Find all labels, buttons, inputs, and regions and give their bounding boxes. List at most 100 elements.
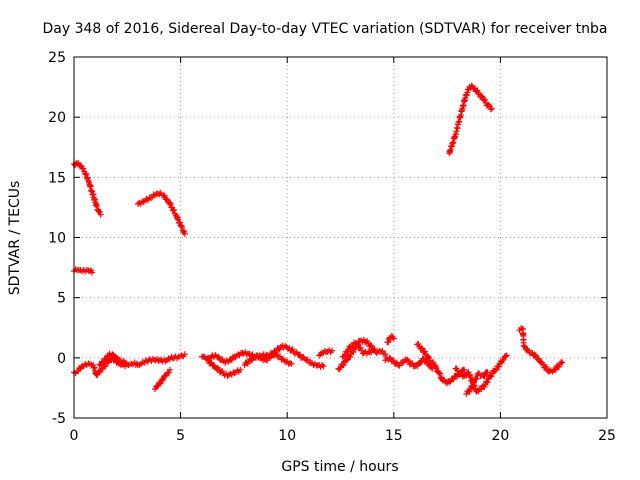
data-point-dense bbox=[136, 199, 143, 206]
y-tick-label: 10 bbox=[48, 231, 66, 247]
data-point-dense bbox=[535, 355, 542, 362]
data-point-dense bbox=[396, 362, 403, 369]
data-point-dense bbox=[228, 357, 235, 364]
data-point-dense bbox=[430, 359, 437, 366]
chart-title: Day 348 of 2016, Sidereal Day-to-day VTE… bbox=[42, 21, 607, 37]
data-point-dense bbox=[385, 339, 392, 346]
data-point-dense bbox=[493, 366, 500, 373]
data-point-dense bbox=[379, 348, 386, 355]
data-point-dense bbox=[425, 353, 432, 360]
data-point-dense bbox=[103, 356, 110, 363]
data-point bbox=[288, 360, 295, 367]
grid bbox=[74, 57, 607, 418]
data-point bbox=[386, 354, 393, 361]
data-point-dense bbox=[421, 348, 428, 355]
y-tick-label: 20 bbox=[48, 110, 66, 126]
data-point-dense bbox=[415, 340, 422, 347]
data-point-dense bbox=[161, 192, 168, 199]
data-point-dense bbox=[344, 349, 351, 356]
data-point bbox=[237, 366, 244, 373]
data-point-dense bbox=[150, 191, 157, 198]
data-point bbox=[503, 352, 510, 359]
data-point-dense bbox=[162, 372, 169, 379]
data-point bbox=[488, 105, 495, 112]
data-point-dense bbox=[471, 379, 478, 386]
data-point-dense bbox=[80, 165, 87, 172]
data-point-dense bbox=[178, 223, 185, 230]
data-point-dense bbox=[208, 359, 215, 366]
data-point-dense bbox=[502, 353, 509, 360]
data-point bbox=[109, 351, 116, 358]
data-point-dense bbox=[112, 353, 119, 360]
data-point-dense bbox=[167, 201, 174, 208]
data-point-dense bbox=[102, 363, 109, 370]
y-tick-label: 0 bbox=[57, 351, 66, 367]
data-point-dense bbox=[446, 379, 453, 386]
data-point-dense bbox=[404, 356, 411, 363]
data-point-dense bbox=[152, 357, 159, 364]
data-point-dense bbox=[304, 356, 311, 363]
data-point-dense bbox=[433, 365, 440, 372]
data-point-dense bbox=[409, 360, 416, 367]
data-point-dense bbox=[531, 351, 538, 358]
data-point-dense bbox=[165, 369, 172, 376]
x-tick-label: 20 bbox=[491, 428, 509, 444]
data-point bbox=[484, 369, 491, 376]
data-point-dense bbox=[454, 367, 461, 374]
data-point bbox=[520, 342, 527, 349]
data-point-dense bbox=[181, 228, 188, 235]
data-point-dense bbox=[220, 358, 227, 365]
data-point-dense bbox=[173, 215, 180, 222]
data-point-dense bbox=[466, 388, 473, 395]
data-point bbox=[390, 335, 397, 342]
data-point-dense bbox=[482, 96, 489, 103]
y-tick-label: 25 bbox=[48, 50, 66, 66]
x-axis-label: GPS time / hours bbox=[281, 459, 398, 475]
data-point-dense bbox=[175, 216, 182, 223]
y-tick-label: -5 bbox=[52, 411, 66, 427]
data-point-dense bbox=[496, 363, 503, 370]
data-point-dense bbox=[104, 353, 111, 360]
data-point bbox=[181, 230, 188, 237]
y-tick-label: 15 bbox=[48, 170, 66, 186]
data-point-dense bbox=[347, 353, 354, 360]
data-point-dense bbox=[450, 376, 457, 383]
data-point-dense bbox=[215, 353, 222, 360]
data-point bbox=[166, 366, 173, 373]
x-tick-label: 10 bbox=[278, 428, 296, 444]
data-point bbox=[369, 347, 376, 354]
data-point bbox=[320, 363, 327, 370]
data-point bbox=[328, 347, 335, 354]
data-point-dense bbox=[481, 373, 488, 380]
data-point bbox=[382, 351, 389, 358]
data-point bbox=[122, 359, 129, 366]
x-tick-label: 0 bbox=[70, 428, 79, 444]
data-point-dense bbox=[423, 358, 430, 365]
data-point-dense bbox=[500, 356, 507, 363]
data-point bbox=[97, 211, 104, 218]
data-point-dense bbox=[354, 341, 361, 348]
data-point-dense bbox=[417, 359, 424, 366]
data-point-dense bbox=[485, 101, 492, 108]
x-tick-label: 15 bbox=[385, 428, 403, 444]
data-point bbox=[461, 366, 468, 373]
data-point bbox=[89, 269, 96, 276]
data-point-dense bbox=[543, 363, 550, 370]
data-point-dense bbox=[357, 344, 364, 351]
data-point bbox=[156, 191, 163, 198]
data-point-dense bbox=[484, 379, 491, 386]
x-tick-label: 5 bbox=[176, 428, 185, 444]
y-tick-label: 5 bbox=[57, 291, 66, 307]
data-point-dense bbox=[77, 162, 84, 169]
data-point-dense bbox=[551, 367, 558, 374]
y-axis-label: SDTVAR / TECUs bbox=[7, 181, 23, 296]
data-point-dense bbox=[389, 357, 396, 364]
data-point-dense bbox=[340, 353, 347, 360]
x-tick-label: 25 bbox=[598, 428, 616, 444]
data-point-dense bbox=[341, 352, 348, 359]
data-point bbox=[96, 362, 103, 369]
data-point-dense bbox=[160, 376, 167, 383]
data-point bbox=[343, 357, 350, 364]
data-point-dense bbox=[469, 382, 476, 389]
